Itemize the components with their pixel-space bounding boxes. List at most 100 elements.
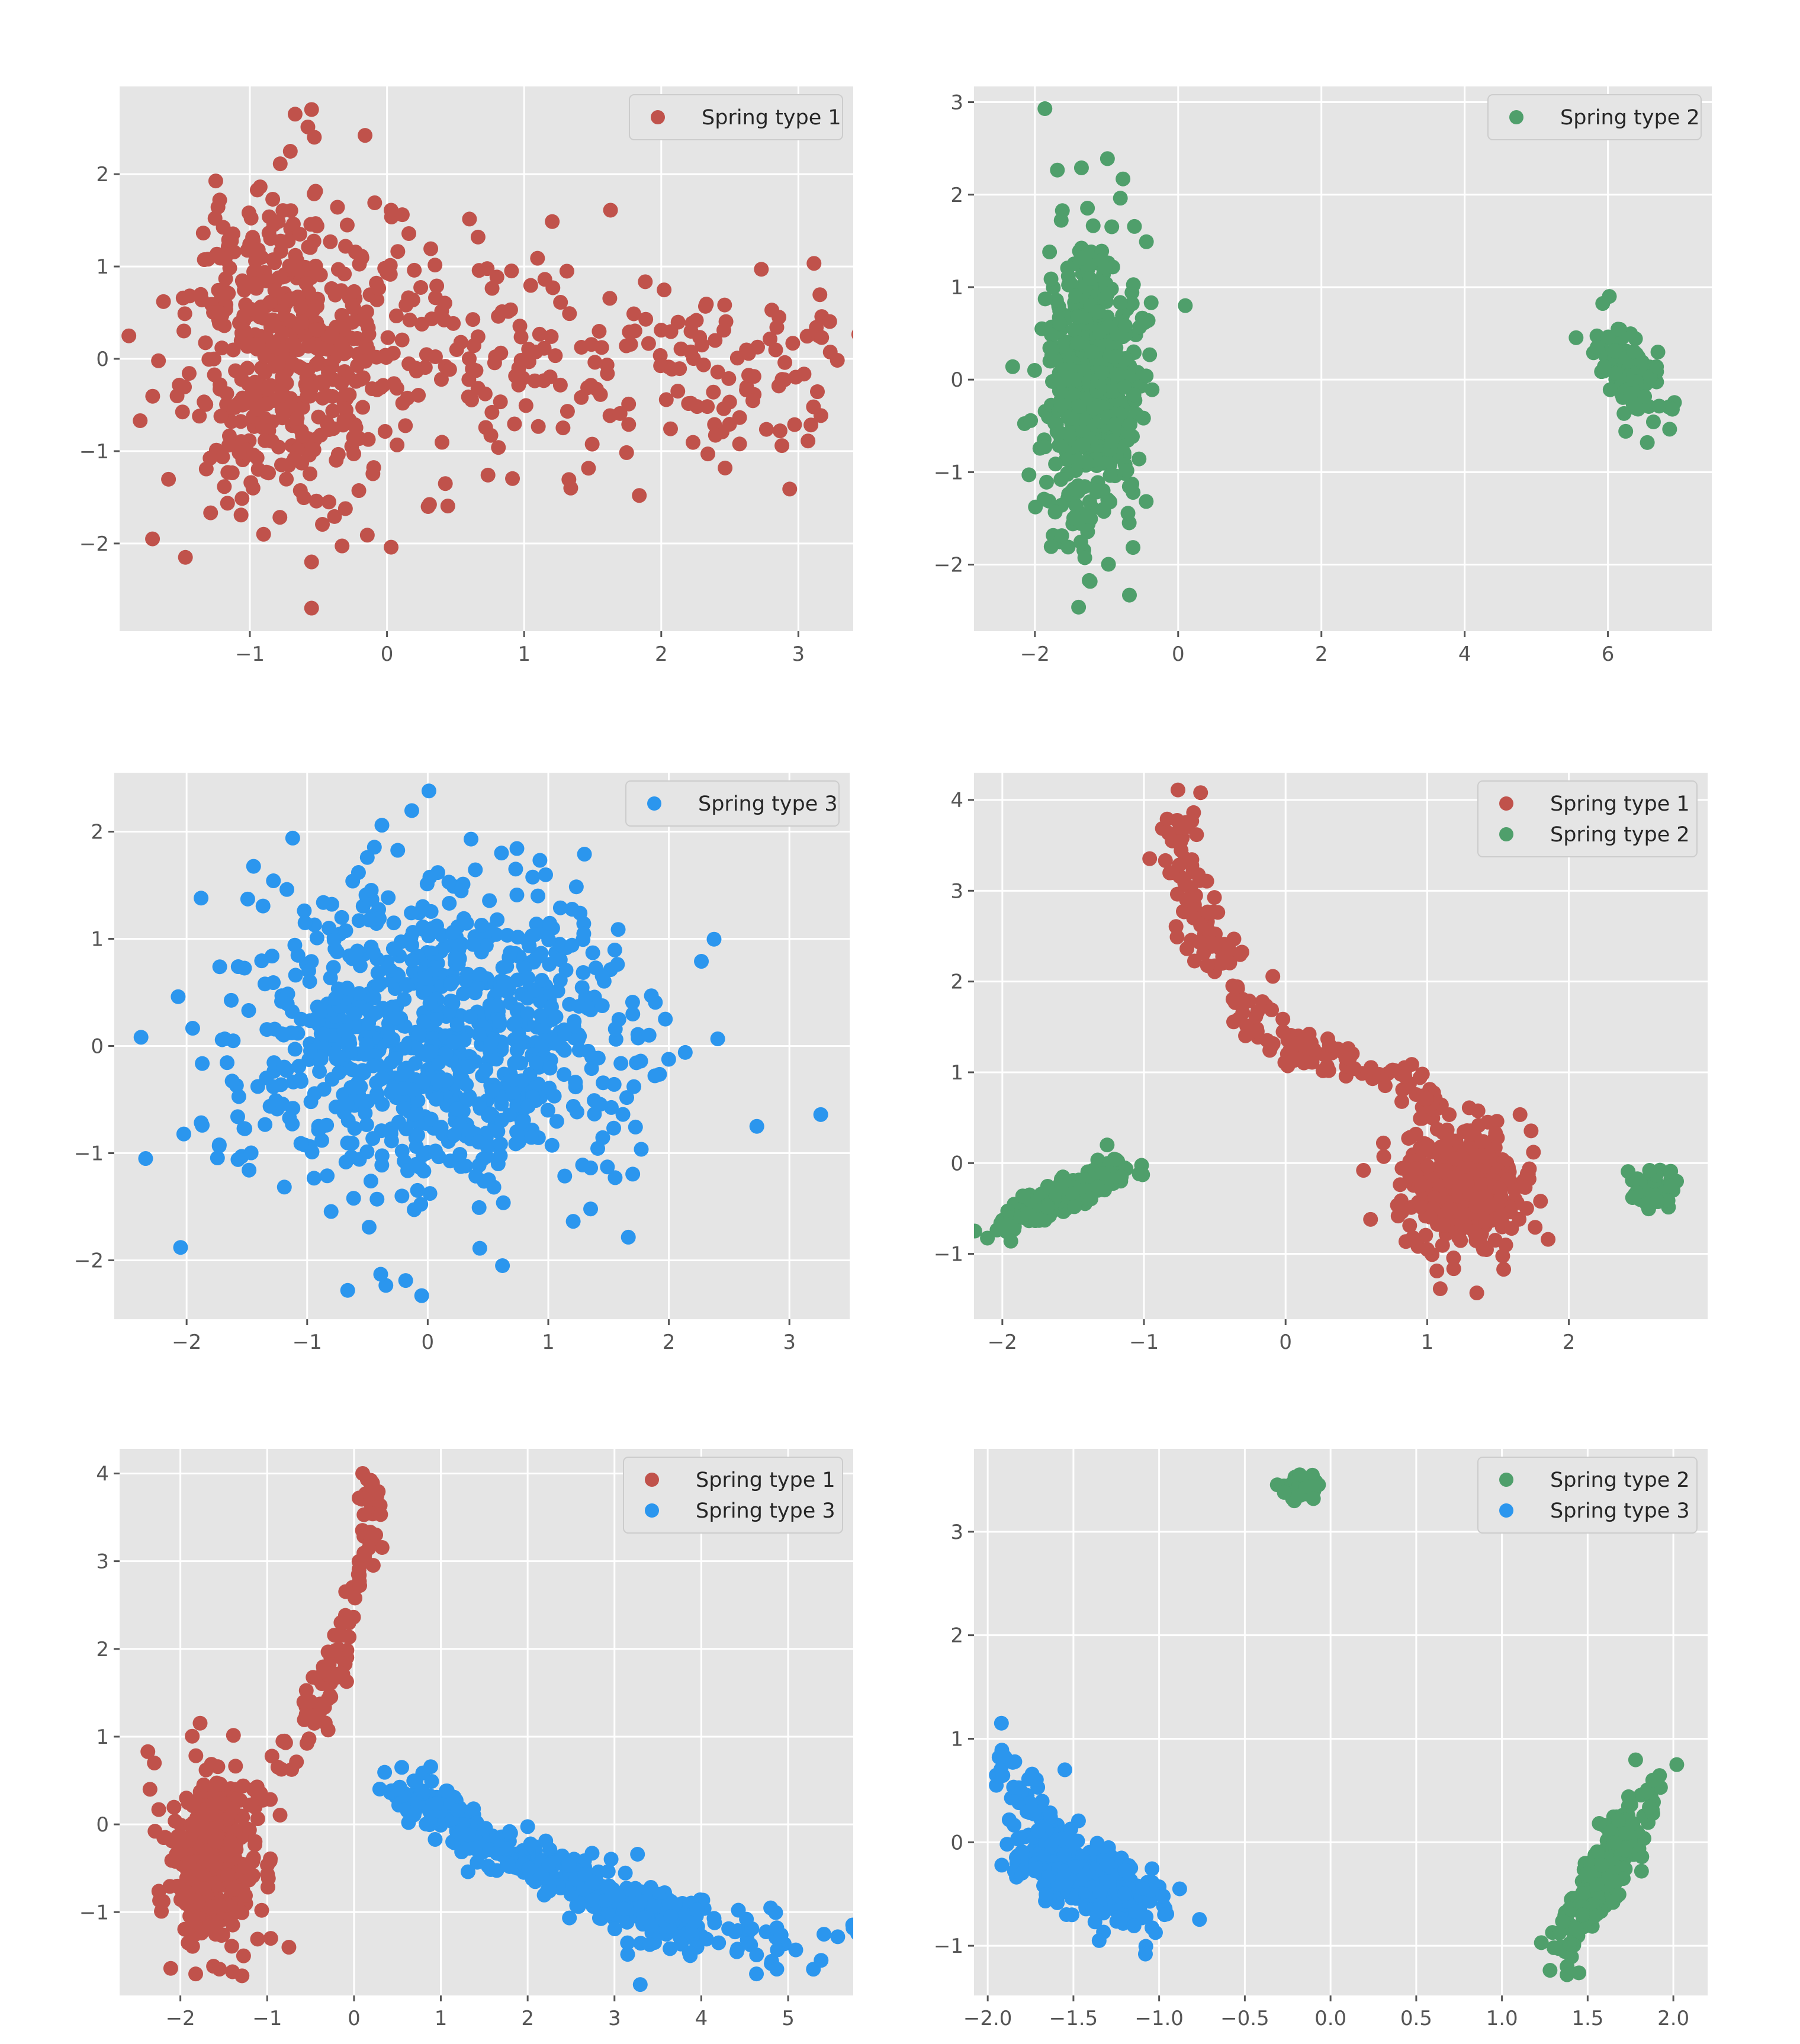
scatter-point	[1639, 1196, 1654, 1211]
scatter-point	[303, 1043, 319, 1059]
scatter-point	[1104, 433, 1120, 449]
scatter-point	[185, 1728, 200, 1744]
scatter-point	[1235, 944, 1250, 960]
scatter-point	[538, 867, 553, 882]
scatter-point	[576, 926, 592, 941]
scatter-point	[265, 252, 281, 268]
scatter-point	[548, 1009, 564, 1024]
scatter-point	[204, 1807, 219, 1822]
scatter-point	[138, 1151, 153, 1166]
scatter-point	[365, 945, 381, 960]
scatter-point	[525, 869, 541, 885]
scatter-point	[772, 423, 787, 439]
scatter-point	[358, 128, 373, 143]
scatter-point	[1090, 483, 1105, 499]
scatter-point	[208, 1899, 223, 1914]
x-tick-label: −1	[1129, 1330, 1159, 1354]
scatter-point	[332, 1065, 347, 1081]
scatter-point	[388, 308, 404, 324]
scatter-point	[799, 329, 815, 344]
scatter-point	[511, 1027, 526, 1042]
scatter-point	[271, 355, 286, 371]
y-tick-label: 3	[96, 1550, 109, 1574]
scatter-point	[361, 1219, 377, 1235]
scatter-point	[365, 1131, 381, 1146]
scatter-point	[1132, 451, 1147, 467]
scatter-point	[463, 1009, 478, 1024]
scatter-point	[1111, 367, 1126, 383]
scatter-point	[509, 1043, 525, 1058]
scatter-point	[470, 229, 486, 245]
scatter-point	[1052, 316, 1067, 331]
scatter-point	[358, 353, 373, 369]
scatter-point	[732, 436, 747, 452]
scatter-point	[1169, 812, 1185, 828]
scatter-point	[1117, 318, 1133, 333]
scatter-point	[259, 1071, 274, 1086]
scatter-point	[1161, 825, 1176, 841]
scatter-point	[250, 401, 266, 417]
scatter-point	[195, 1056, 210, 1071]
scatter-point	[352, 1578, 368, 1593]
scatter-point	[1080, 201, 1095, 216]
scatter-point	[548, 348, 563, 364]
y-tick-label: 2	[91, 821, 104, 844]
scatter-point	[528, 950, 544, 966]
scatter-point	[625, 1007, 641, 1022]
scatter-point	[466, 1801, 481, 1817]
scatter-point	[1589, 339, 1605, 355]
scatter-point	[569, 1104, 584, 1120]
scatter-point	[348, 420, 364, 435]
scatter-point	[1298, 1479, 1313, 1494]
y-tick-label: 0	[96, 1813, 109, 1837]
scatter-point	[1072, 398, 1087, 414]
y-tick-label: 2	[950, 970, 963, 994]
scatter-point	[203, 505, 218, 520]
scatter-point	[1435, 1238, 1450, 1253]
y-tick-label: −1	[934, 1934, 963, 1958]
scatter-point	[342, 1033, 357, 1048]
scatter-point	[509, 841, 525, 856]
scatter-point	[453, 335, 468, 350]
scatter-point	[404, 953, 420, 968]
scatter-point	[372, 1781, 387, 1796]
scatter-point	[754, 262, 769, 277]
scatter-point	[465, 937, 481, 952]
scatter-point	[346, 284, 362, 299]
scatter-point	[391, 1114, 406, 1130]
scatter-point	[621, 1229, 636, 1245]
scatter-point	[1462, 1127, 1477, 1142]
scatter-point	[1034, 321, 1050, 336]
scatter-point	[1189, 827, 1204, 843]
scatter-point	[409, 1156, 424, 1172]
y-tick-label: 0	[96, 348, 109, 371]
scatter-point	[1055, 387, 1070, 402]
scatter-point	[547, 1088, 562, 1104]
scatter-point	[721, 371, 737, 386]
scatter-point	[459, 1092, 475, 1108]
scatter-point	[555, 420, 571, 436]
scatter-point	[599, 357, 615, 372]
scatter-point	[421, 783, 436, 799]
scatter-point	[446, 1127, 462, 1143]
scatter-point	[325, 403, 340, 419]
scatter-point	[276, 1027, 291, 1043]
scatter-point	[330, 200, 345, 215]
scatter-point	[1116, 171, 1131, 187]
scatter-point	[1533, 1194, 1548, 1209]
scatter-point	[681, 396, 696, 412]
scatter-point	[512, 319, 528, 334]
scatter-point	[287, 451, 302, 467]
scatter-point	[490, 912, 505, 927]
scatter-point	[630, 1027, 645, 1042]
scatter-point	[374, 1540, 390, 1555]
scatter-point	[1113, 295, 1128, 310]
scatter-point	[445, 924, 461, 940]
scatter-point	[1015, 1188, 1030, 1204]
scatter-point	[162, 1879, 178, 1894]
scatter-point	[502, 1824, 518, 1840]
scatter-point	[511, 361, 526, 376]
scatter-point	[220, 496, 235, 511]
scatter-point	[151, 1884, 166, 1899]
